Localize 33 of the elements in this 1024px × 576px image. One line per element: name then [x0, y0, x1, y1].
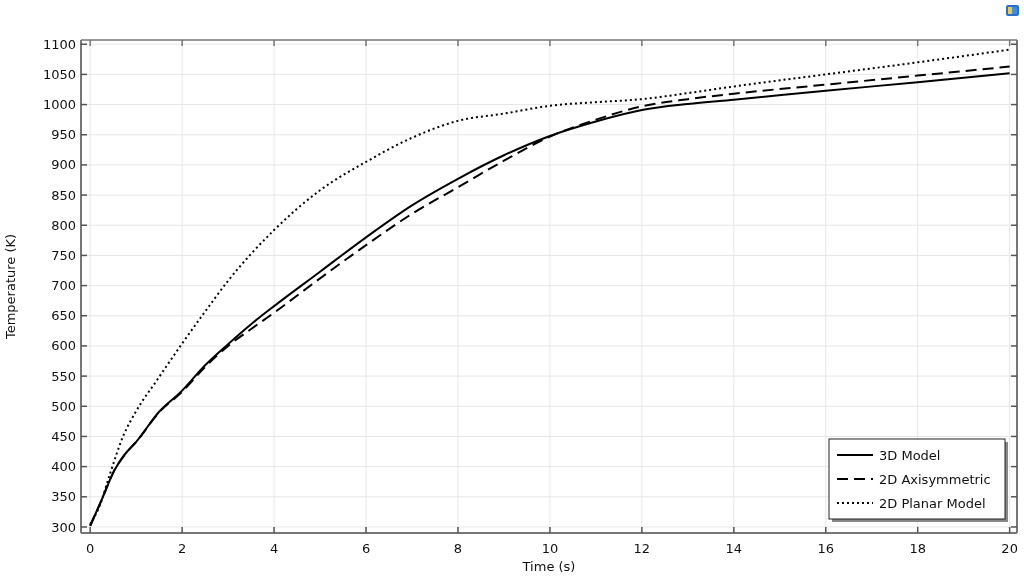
x-tick-label: 16: [817, 541, 835, 556]
y-tick-label: 950: [51, 127, 76, 143]
legend-label: 2D Planar Model: [879, 495, 986, 511]
x-axis-title: Time (s): [521, 559, 576, 574]
x-tick-label: 6: [361, 541, 371, 556]
y-tick-label: 800: [51, 217, 76, 233]
y-tick-label: 300: [51, 519, 76, 535]
x-tick-label: 2: [178, 541, 187, 556]
y-tick-label: 850: [51, 187, 76, 203]
x-tick-label: 12: [633, 541, 651, 556]
y-tick-label: 450: [51, 429, 76, 444]
y-tick-label: 550: [51, 368, 76, 384]
y-tick-label: 700: [51, 278, 76, 294]
x-tick-label: 20: [1001, 541, 1018, 556]
y-tick-label: 600: [51, 338, 76, 354]
x-tick-label: 4: [269, 541, 279, 556]
x-tick-label: 10: [541, 541, 559, 556]
y-tick-label: 750: [51, 247, 76, 263]
y-tick-label: 900: [51, 157, 76, 173]
y-tick-label: 500: [51, 398, 76, 414]
y-axis-title: Temperature (K): [3, 233, 18, 341]
y-tick-label: 1050: [42, 66, 76, 82]
x-tick-label: 8: [453, 541, 463, 556]
y-tick-label: 650: [51, 308, 76, 324]
legend-label: 2D Axisymmetric: [879, 471, 991, 487]
x-tick-label: 14: [725, 541, 743, 556]
y-tick-label: 350: [51, 489, 76, 505]
y-tick-label: 1000: [42, 97, 76, 113]
legend-label: 3D Model: [879, 447, 941, 463]
x-tick-label: 0: [86, 541, 95, 556]
y-tick-label: 400: [51, 459, 76, 475]
x-tick-label: 18: [909, 541, 926, 556]
y-tick-label: 1100: [42, 36, 76, 52]
